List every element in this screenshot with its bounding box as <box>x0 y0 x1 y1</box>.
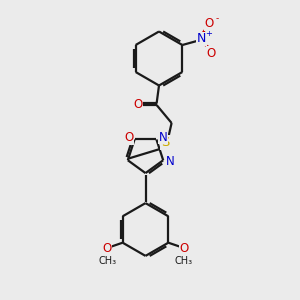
Text: CH₃: CH₃ <box>174 256 192 266</box>
Text: O: O <box>124 131 134 145</box>
Text: N: N <box>159 130 167 144</box>
Text: N: N <box>165 155 174 168</box>
Text: S: S <box>161 136 169 149</box>
Text: O: O <box>205 17 214 31</box>
Text: O: O <box>206 47 215 60</box>
Text: +: + <box>205 29 212 38</box>
Text: -: - <box>216 14 219 23</box>
Text: O: O <box>134 98 142 112</box>
Text: CH₃: CH₃ <box>99 256 117 266</box>
Text: O: O <box>102 242 112 255</box>
Text: O: O <box>179 242 189 255</box>
Text: N: N <box>196 32 206 46</box>
